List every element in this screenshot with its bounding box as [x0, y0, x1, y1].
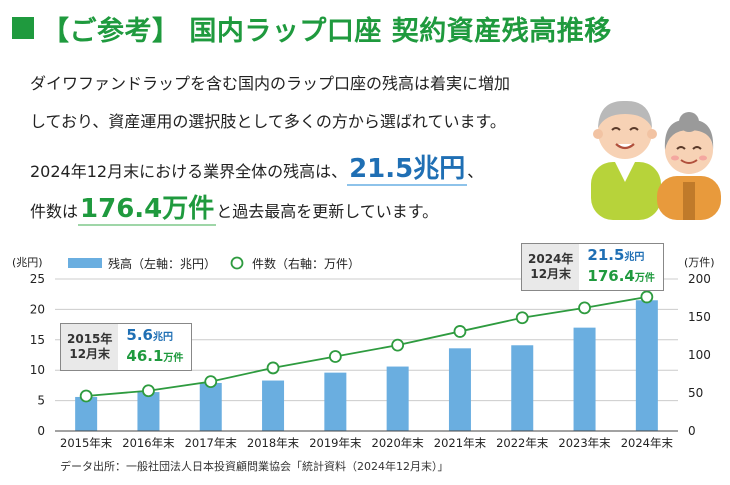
- callout-2024-date: 2024年 12月末: [522, 244, 580, 290]
- x-tick-label: 2020年末: [372, 436, 425, 450]
- axis-layer: 0 5 10 15 20 25 0 50 100 150 200 2015年末 2016年末 2017年末…: [30, 272, 711, 450]
- callout-2015-balance-value: 5.6: [126, 326, 153, 344]
- y-left-unit: (兆円): [12, 256, 43, 269]
- y-left-tick-label: 10: [30, 363, 45, 377]
- title-square-icon: [12, 17, 34, 39]
- callout-2015-date: 2015年 12月末: [61, 324, 119, 370]
- data-source: データ出所：一般社団法人日本投資顧問業協会「統計資料（2024年12月末）」: [60, 460, 449, 473]
- x-tick-label: 2017年末: [185, 436, 238, 450]
- callout-2024-month: 12月末: [530, 267, 572, 281]
- y-right-tick-label: 200: [688, 272, 711, 286]
- count-point-2022年末: [515, 311, 529, 325]
- y-right-unit: (万件): [684, 256, 715, 269]
- callout-2024-balance-unit: 兆円: [624, 252, 645, 263]
- y-left-tick-label: 5: [37, 394, 45, 408]
- callout-2024-values: 21.5兆円 176.4万件: [579, 244, 662, 290]
- y-left-tick-label: 25: [30, 272, 45, 286]
- count-point-2016年末: [142, 384, 155, 398]
- intro-line-3-prefix: 2024年12月末における業界全体の残高は、: [30, 162, 348, 181]
- x-tick-label: 2019年末: [309, 436, 362, 450]
- legend-line-swatch: [230, 256, 244, 270]
- callout-2015: 2015年 12月末 5.6兆円 46.1万件: [60, 323, 193, 371]
- legend-bar-label: 残高（左軸：兆円）: [108, 256, 216, 271]
- x-tick-label: 2016年末: [122, 436, 175, 450]
- y-left-tick-label: 15: [30, 333, 45, 347]
- highlight-balance: 21.5兆円: [347, 154, 468, 186]
- callout-2015-count: 46.1万件: [126, 347, 183, 368]
- intro-line-3: 2024年12月末における業界全体の残高は、21.5兆円、: [30, 148, 484, 186]
- intro-line-2: しており、資産運用の選択肢として多くの方から選ばれています。: [30, 112, 506, 131]
- intro-line-4-prefix: 件数は: [30, 202, 79, 221]
- y-left-tick-label: 0: [37, 424, 45, 438]
- y-right-tick-label: 150: [688, 310, 711, 324]
- callout-2024: 2024年 12月末 21.5兆円 176.4万件: [521, 243, 664, 291]
- bar-2018年末: [262, 380, 285, 431]
- highlight-count: 176.4万件: [78, 194, 217, 226]
- bar-2024年末: [635, 300, 658, 431]
- title-bar: 【ご参考】 国内ラップ口座 契約資産残高推移: [12, 6, 612, 50]
- callout-2015-balance: 5.6兆円: [126, 326, 183, 347]
- y-right-tick-label: 0: [688, 424, 696, 438]
- count-point-2019年末: [328, 350, 342, 363]
- intro-line-4: 件数は176.4万件 と過去最高を更新しています。: [30, 188, 439, 226]
- bar-2016年末: [137, 392, 160, 431]
- count-point-2021年末: [453, 325, 467, 338]
- bar-2017年末: [199, 382, 222, 431]
- callout-2024-count-unit: 万件: [634, 273, 655, 284]
- x-tick-label: 2023年末: [558, 436, 611, 450]
- callout-2024-count-value: 176.4: [587, 267, 635, 285]
- callout-2015-values: 5.6兆円 46.1万件: [118, 324, 191, 370]
- callout-2015-month: 12月末: [69, 347, 111, 361]
- callout-2015-count-value: 46.1: [126, 347, 164, 365]
- y-right-tick-label: 50: [688, 386, 703, 400]
- y-left-tick-label: 20: [30, 302, 45, 316]
- x-tick-label: 2015年末: [60, 436, 113, 450]
- elderly-couple-illustration: [591, 100, 721, 220]
- callout-2015-year: 2015年: [67, 332, 113, 346]
- intro-line-4-suffix: と過去最高を更新しています。: [216, 202, 439, 221]
- bar-2020年末: [386, 366, 409, 431]
- count-point-2020年末: [391, 338, 405, 352]
- count-point-2024年末: [640, 290, 654, 304]
- bar-2021年末: [448, 348, 471, 431]
- bar-2015年末: [75, 396, 98, 431]
- bar-layer: [75, 300, 658, 431]
- count-point-2017年末: [204, 375, 218, 389]
- callout-2015-balance-unit: 兆円: [152, 332, 173, 343]
- count-point-2018年末: [266, 361, 280, 375]
- legend-line-label: 件数（右軸：万件）: [252, 256, 360, 271]
- intro-line-1: ダイワファンドラップを含む国内のラップ口座の残高は着実に増加: [30, 74, 511, 93]
- x-tick-label: 2022年末: [496, 436, 549, 450]
- legend-bar-swatch: [68, 258, 102, 268]
- bar-2019年末: [324, 372, 347, 431]
- x-tick-label: 2021年末: [434, 436, 487, 450]
- count-point-2015年末: [79, 389, 93, 403]
- intro-line-3-suffix: 、: [467, 162, 484, 181]
- callout-2024-balance: 21.5兆円: [587, 246, 654, 267]
- y-right-tick-label: 100: [688, 348, 711, 362]
- x-tick-label: 2018年末: [247, 436, 300, 450]
- callout-2024-balance-value: 21.5: [587, 246, 625, 264]
- bar-2023年末: [573, 327, 596, 431]
- x-tick-label: 2024年末: [621, 436, 674, 450]
- line-layer: [79, 290, 654, 403]
- count-line: [86, 296, 648, 397]
- page-title: 【ご参考】 国内ラップ口座 契約資産残高推移: [42, 15, 612, 47]
- count-point-2023年末: [578, 301, 591, 315]
- callout-2015-count-unit: 万件: [163, 353, 184, 364]
- callout-2024-count: 176.4万件: [587, 267, 654, 288]
- legend: 残高（左軸：兆円） 件数（右軸：万件）: [68, 256, 360, 271]
- callout-2024-year: 2024年: [528, 252, 574, 266]
- bar-2022年末: [511, 345, 534, 431]
